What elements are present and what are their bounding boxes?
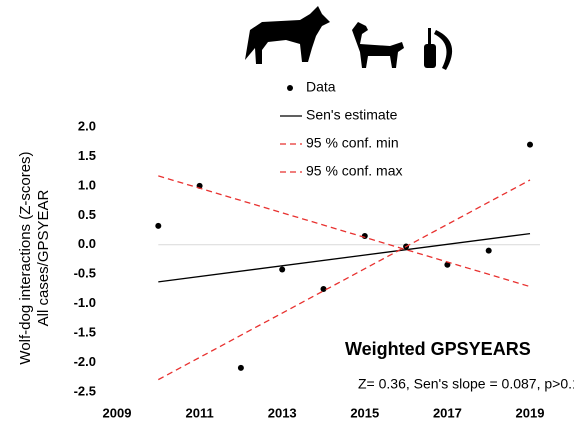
data-point [485, 247, 492, 254]
y-axis-label-line: Wolf-dog interactions (Z-scores) [17, 151, 34, 364]
y-tick-label: -1.5 [74, 325, 96, 340]
series-line [158, 175, 531, 288]
y-tick-label: -2.0 [74, 354, 96, 369]
gps-antenna [428, 28, 431, 46]
wolf-icon [245, 6, 330, 64]
legend-label: 95 % conf. max [306, 163, 403, 179]
y-tick-label: -1.0 [74, 295, 96, 310]
legend-label: Sen's estimate [306, 107, 398, 123]
y-axis-label: Wolf-dog interactions (Z-scores)All case… [17, 151, 52, 364]
y-tick-label: 1.0 [78, 177, 96, 192]
y-tick-label: -0.5 [74, 266, 96, 281]
gps-collar-icon [424, 44, 436, 68]
data-point [279, 266, 286, 273]
x-tick-label: 2009 [103, 405, 132, 420]
y-tick-label: 0.5 [78, 207, 96, 222]
data-point [444, 261, 451, 268]
y-tick-label: 0.0 [78, 236, 96, 251]
legend-label: Data [306, 79, 336, 95]
data-point [527, 141, 533, 148]
y-tick-label: -2.5 [74, 383, 96, 398]
x-tick-label: 2017 [433, 405, 462, 420]
x-tick-label: 2011 [185, 405, 213, 420]
icons [245, 6, 453, 70]
data-point [320, 285, 327, 292]
data-point [237, 364, 244, 371]
dog-icon [352, 22, 404, 68]
annotation: Weighted GPSYEARS [345, 339, 531, 359]
series-line [158, 232, 531, 283]
y-tick-label: 2.0 [78, 118, 96, 133]
x-tick-label: 2019 [516, 405, 545, 420]
data-point [155, 222, 162, 229]
x-tick-label: 2013 [268, 405, 297, 420]
legend-label: 95 % conf. min [306, 135, 399, 151]
gps-collar-band [434, 30, 453, 70]
annotation: Z= 0.36, Sen's slope = 0.087, p>0.1 [358, 376, 574, 392]
series-line [157, 179, 531, 381]
x-tick-label: 2015 [350, 405, 379, 420]
legend-marker [287, 85, 293, 91]
y-axis-label-line: All cases/GPSYEAR [35, 189, 52, 326]
y-tick-label: 1.5 [78, 148, 96, 163]
